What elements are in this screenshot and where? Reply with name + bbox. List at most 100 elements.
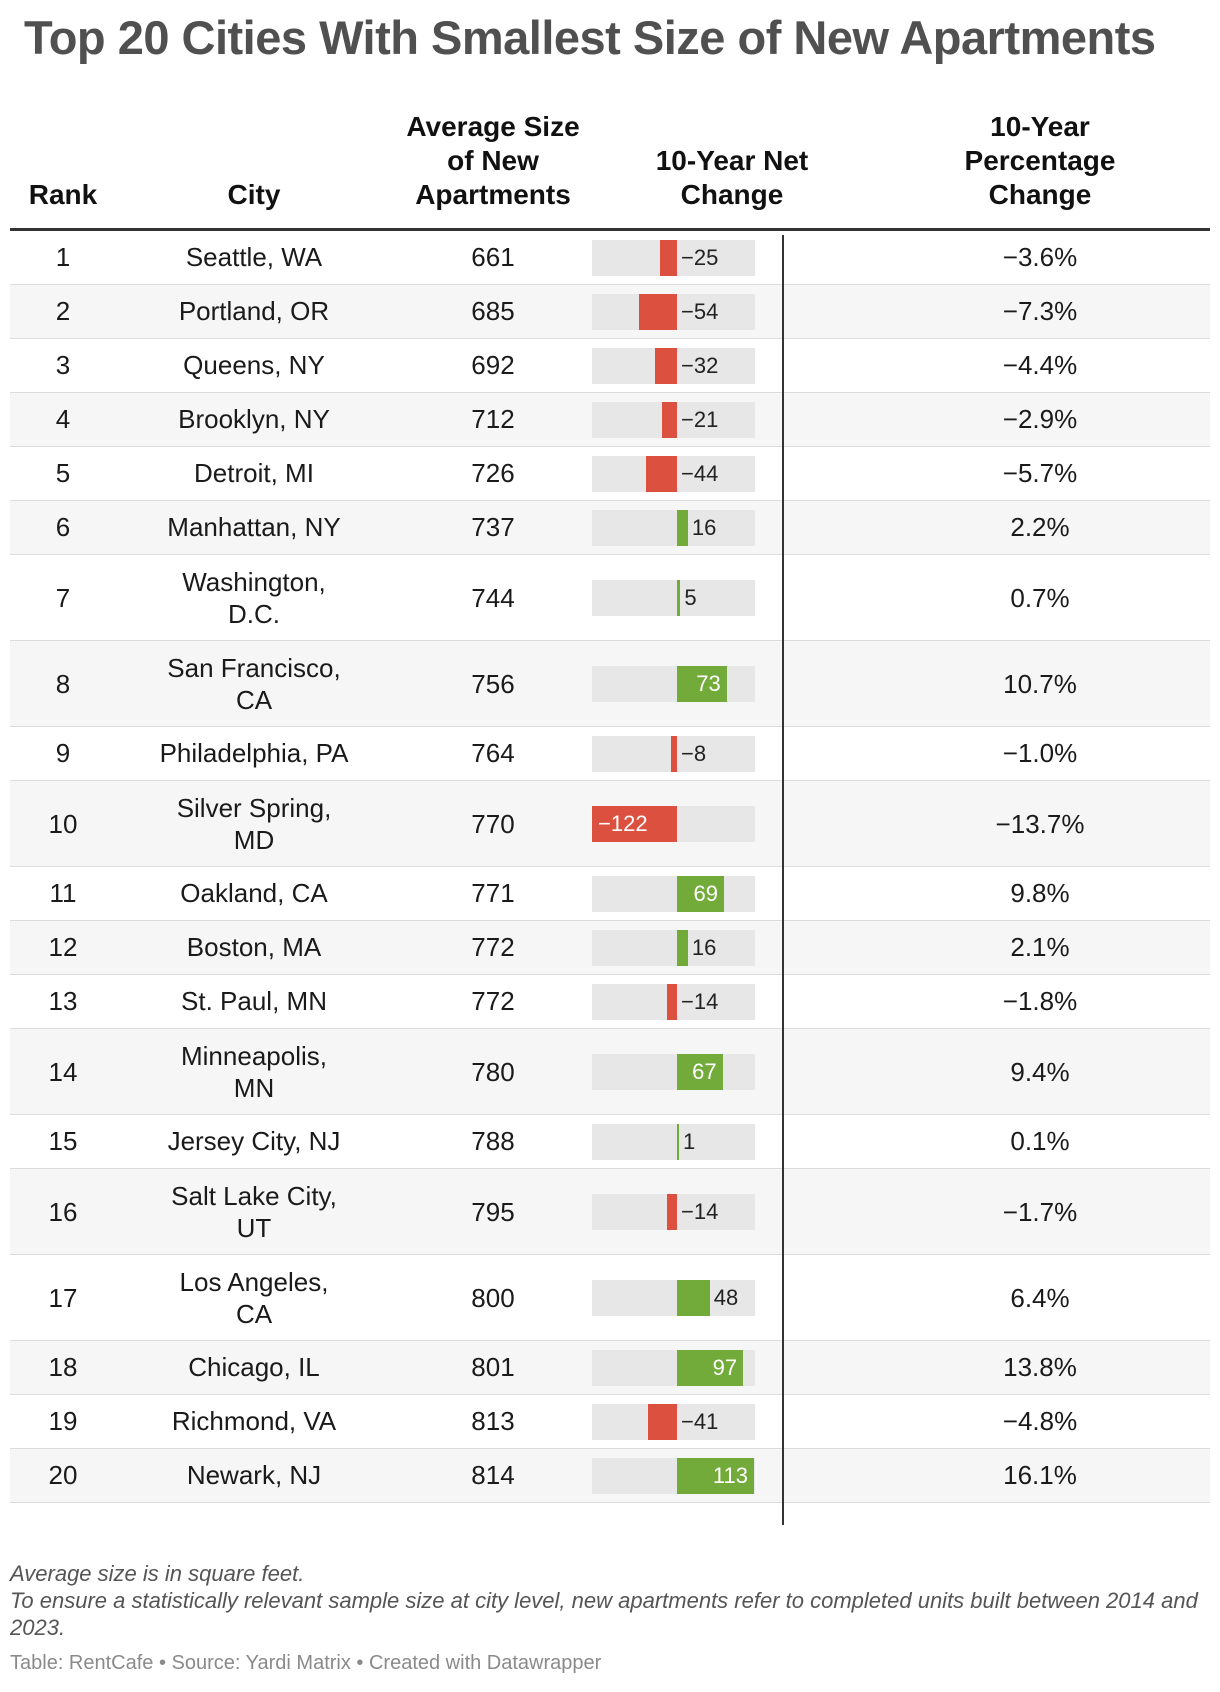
rank-cell: 15 [10,1114,116,1169]
city-cell: Seattle, WA [116,229,392,285]
bar-value-label: −41 [681,1408,719,1434]
bar-track: −41 [592,1403,755,1440]
rank-cell: 11 [10,866,116,921]
net-change-cell: 1 [592,1114,870,1169]
bar-track: 67 [592,1053,755,1090]
header-rank[interactable]: Rank [10,110,116,231]
pct-change-cell: 0.7% [870,554,1210,641]
net-change-cell: −14 [592,974,870,1029]
city-name: Jersey City, NJ [167,1126,341,1156]
bar-track: 97 [592,1349,755,1386]
avg-size-cell: 712 [392,392,594,447]
net-change-bar [654,347,677,384]
city-name: San Francisco, CA [167,652,341,715]
net-change-bar [671,735,677,772]
header-city[interactable]: City [116,110,392,231]
avg-size-cell: 726 [392,446,594,501]
bar-track: −25 [592,239,755,276]
bar-track: −21 [592,401,755,438]
table-row: 12 Boston, MA 772 16 2.1% [10,920,1210,975]
city-name: Silver Spring, MD [176,792,332,855]
table-row: 15 Jersey City, NJ 788 1 0.1% [10,1114,1210,1169]
city-name: Richmond, VA [171,1406,337,1436]
city-cell: Philadelphia, PA [116,726,392,781]
net-change-cell: 69 [592,866,870,921]
pct-change-cell: 6.4% [870,1254,1210,1341]
pct-change-cell: −1.0% [870,726,1210,781]
rank-cell: 4 [10,392,116,447]
net-change-cell: 67 [592,1028,870,1115]
table-row: 1 Seattle, WA 661 −25 −3.6% [10,229,1210,285]
net-change-cell: 16 [592,500,870,555]
city-cell: Silver Spring, MD [116,780,392,867]
avg-size-cell: 685 [392,284,594,339]
table-body: 1 Seattle, WA 661 −25 −3.6% 2 Portland, OR 685−… [10,229,1210,1503]
table-row: 14 Minneapolis, MN 780 67 9.4% [10,1028,1210,1115]
notes: Average size is in square feet. To ensur… [10,1560,1210,1641]
rank-cell: 6 [10,500,116,555]
city-cell: Manhattan, NY [116,500,392,555]
bar-value-label: −21 [681,406,719,432]
rank-cell: 20 [10,1448,116,1503]
net-change-cell: −14 [592,1168,870,1255]
city-cell: Boston, MA [116,920,392,975]
bar-value-label: −14 [681,1198,719,1224]
net-change-bar [677,579,681,616]
bar-value-label: 48 [713,1284,739,1310]
net-change-cell: 16 [592,920,870,975]
avg-size-cell: 795 [392,1168,594,1255]
city-name: Los Angeles, CA [179,1266,329,1329]
table-row: 11 Oakland, CA 771 69 9.8% [10,866,1210,921]
table-row: 8 San Francisco, CA 756 73 10.7% [10,640,1210,727]
header-pct-change[interactable]: 10-Year Percentage Change [870,110,1210,231]
bar-track: −14 [592,1193,755,1230]
bar-track: 69 [592,875,755,912]
bar-track: −14 [592,983,755,1020]
header-net-change[interactable]: 10-Year Net Change [594,110,870,231]
pct-change-cell: −5.7% [870,446,1210,501]
table-row: 9 Philadelphia, PA 764 −8 −1.0% [10,726,1210,781]
net-change-cell: 97 [592,1340,870,1395]
zero-axis-line [782,235,784,1525]
pct-change-cell: −13.7% [870,780,1210,867]
pct-change-cell: 10.7% [870,640,1210,727]
rank-cell: 9 [10,726,116,781]
footer-credits: Table: RentCafe • Source: Yardi Matrix •… [10,1652,602,1674]
table-row: 7 Washington, D.C. 744 5 0.7% [10,554,1210,641]
table-row: 4 Brooklyn, NY 712 −21 −2.9% [10,392,1210,447]
net-change-bar [677,929,688,966]
table-row: 10 Silver Spring, MD 770 −122 −13.7% [10,780,1210,867]
pct-change-cell: 9.4% [870,1028,1210,1115]
net-change-bar [659,239,677,276]
bar-track: −8 [592,735,755,772]
bar-track: 48 [592,1279,755,1316]
pct-change-cell: 2.2% [870,500,1210,555]
bar-value-label: −54 [681,298,719,324]
rank-cell: 8 [10,640,116,727]
note-sample: To ensure a statistically relevant sampl… [10,1588,1198,1640]
net-change-bar [677,875,725,912]
header-avg-size[interactable]: Average Size of New Apartments [392,110,594,231]
pct-change-cell: −2.9% [870,392,1210,447]
city-cell: Washington, D.C. [116,554,392,641]
net-change-cell: 113 [592,1448,870,1503]
city-cell: Portland, OR [116,284,392,339]
net-change-bar [667,983,677,1020]
net-change-cell: −8 [592,726,870,781]
rank-cell: 7 [10,554,116,641]
bar-value-label: −14 [681,988,719,1014]
rank-cell: 17 [10,1254,116,1341]
pct-change-cell: −1.8% [870,974,1210,1029]
rank-cell: 3 [10,338,116,393]
bar-value-label: 1 [683,1128,696,1154]
net-change-cell: −21 [592,392,870,447]
bar-value-label: −8 [681,740,707,766]
bar-value-label: 5 [684,584,697,610]
city-name: Washington, D.C. [182,566,326,629]
avg-size-cell: 771 [392,866,594,921]
city-name: Boston, MA [186,932,322,962]
avg-size-cell: 764 [392,726,594,781]
table-row: 20 Newark, NJ 814 113 16.1% [10,1448,1210,1503]
avg-size-cell: 780 [392,1028,594,1115]
city-cell: Oakland, CA [116,866,392,921]
